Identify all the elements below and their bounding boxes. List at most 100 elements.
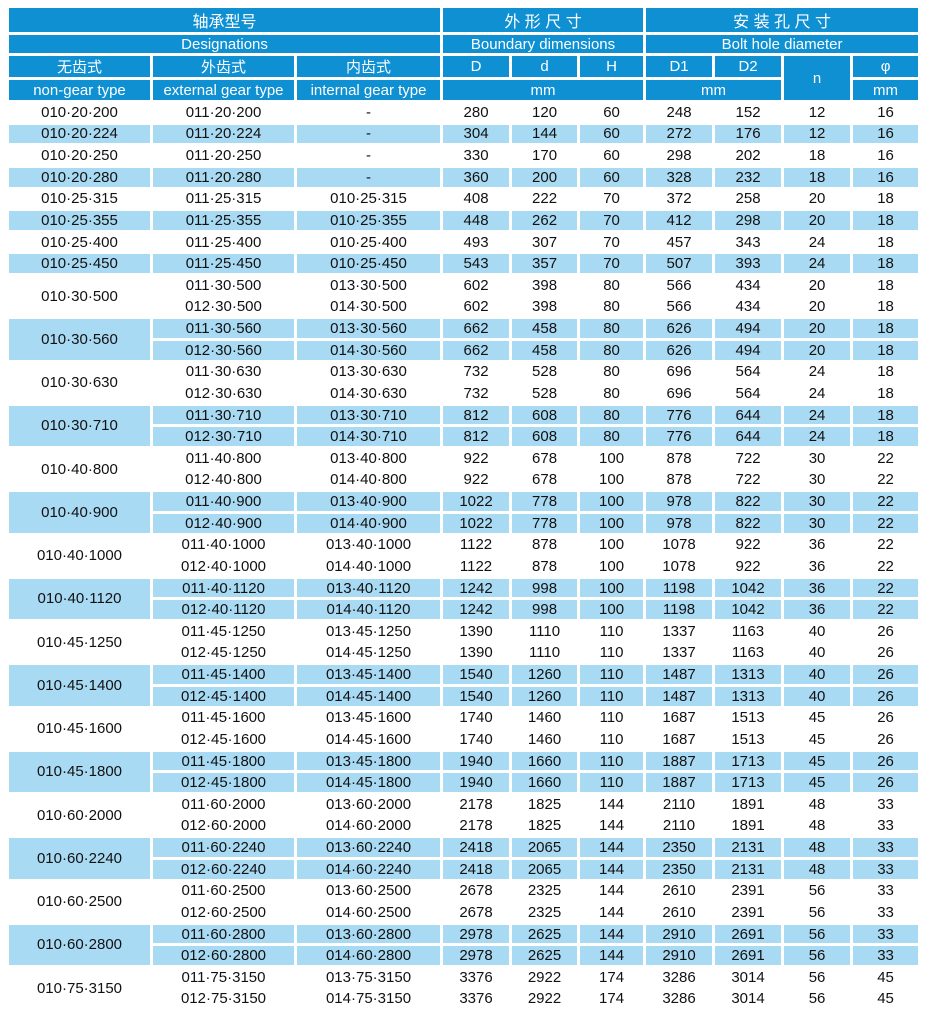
cell-H: 80 bbox=[580, 427, 647, 449]
cell-phi: 18 bbox=[853, 254, 922, 276]
cell-H: 100 bbox=[580, 513, 647, 536]
table-row: 010·60·2500 011·60·2500 013·60·2500 2678 232… bbox=[9, 881, 922, 925]
cell-D: 1122 bbox=[443, 557, 513, 579]
cell-external-gear-type: 011·40·900 bbox=[153, 492, 297, 514]
table-row: 012·60·2800 014·60·2800 2978 2625 144 2910 269… bbox=[9, 946, 922, 968]
cell-external-gear-type: 012·60·2800 bbox=[153, 946, 297, 968]
table-row: 010·25·450 011·25·450 010·25·450 543 357 70 50… bbox=[9, 254, 922, 276]
cell-external-gear-type: 011·40·1000 bbox=[153, 535, 297, 558]
cell-D2: 1313 bbox=[715, 686, 785, 709]
cell-internal-gear-type: 014·45·1800 bbox=[297, 773, 444, 795]
cell-phi: 26 bbox=[853, 773, 922, 795]
cell-n: 24 bbox=[784, 362, 854, 385]
cell-external-gear-type: 012·30·560 bbox=[153, 340, 297, 363]
cell-n: 36 bbox=[784, 600, 854, 622]
table-row: 010·40·1120 011·40·1120 013·40·1120 1242 998… bbox=[9, 578, 922, 622]
cell-external-gear-type: 012·45·1800 bbox=[153, 773, 297, 795]
cell-D2: 202 bbox=[715, 146, 785, 168]
cell-external-gear-type: 012·40·800 bbox=[153, 470, 297, 493]
cell-external-gear-type: 012·45·1600 bbox=[153, 730, 297, 752]
cell-internal-gear-type: 014·40·1000 bbox=[297, 557, 444, 579]
cell-D1: 2610 bbox=[646, 881, 716, 904]
table-row: 010·45·1800 011·45·1800 013·45·1800 1940 166… bbox=[9, 751, 922, 795]
cell-H: 60 bbox=[580, 103, 647, 125]
cell-D: 1740 bbox=[443, 708, 513, 731]
header-col-D1: D1 bbox=[646, 56, 716, 80]
cell-H: 174 bbox=[580, 968, 647, 990]
cell-d: 998 bbox=[512, 578, 581, 601]
cell-n: 24 bbox=[784, 254, 854, 276]
cell-D: 1540 bbox=[443, 686, 513, 709]
cell-non-gear-type: 010·25·400 bbox=[9, 232, 153, 255]
cell-d: 398 bbox=[512, 276, 581, 298]
cell-D: 1390 bbox=[443, 643, 513, 666]
cell-external-gear-type: 012·30·710 bbox=[153, 427, 297, 449]
table-row: 012·60·2000 014·60·2000 2178 1825 144 2110 189… bbox=[9, 816, 922, 839]
cell-internal-gear-type: - bbox=[297, 124, 444, 147]
cell-H: 144 bbox=[580, 903, 647, 925]
cell-D: 1022 bbox=[443, 513, 513, 536]
cell-D2: 1313 bbox=[715, 665, 785, 687]
header-designations-zh: 轴承型号 bbox=[9, 8, 444, 35]
cell-external-gear-type: 012·60·2000 bbox=[153, 816, 297, 839]
cell-D1: 457 bbox=[646, 232, 716, 255]
cell-D1: 2610 bbox=[646, 903, 716, 925]
cell-external-gear-type: 011·60·2000 bbox=[153, 795, 297, 817]
table-row: 012·45·1600 014·45·1600 1740 1460 110 1687 151… bbox=[9, 730, 922, 752]
cell-D: 1940 bbox=[443, 773, 513, 795]
cell-phi: 22 bbox=[853, 492, 922, 514]
cell-phi: 18 bbox=[853, 319, 922, 341]
cell-phi: 26 bbox=[853, 686, 922, 709]
cell-n: 24 bbox=[784, 232, 854, 255]
cell-D1: 626 bbox=[646, 340, 716, 363]
table-row: 010·20·280 011·20·280-360 200 60 328 232 18 16 bbox=[9, 167, 922, 190]
cell-H: 110 bbox=[580, 751, 647, 774]
cell-external-gear-type: 011·30·710 bbox=[153, 405, 297, 428]
cell-external-gear-type: 012·40·1120 bbox=[153, 600, 297, 622]
cell-D2: 3014 bbox=[715, 968, 785, 990]
table-row: 010·30·710 011·30·710 013·30·710 812 608 80 77… bbox=[9, 405, 922, 449]
cell-D: 662 bbox=[443, 340, 513, 363]
header-designations-en: Designations bbox=[9, 35, 444, 56]
cell-H: 80 bbox=[580, 405, 647, 428]
cell-external-gear-type: 011·20·200 bbox=[153, 103, 297, 125]
cell-D2: 564 bbox=[715, 384, 785, 406]
cell-H: 70 bbox=[580, 211, 647, 233]
cell-internal-gear-type: 014·40·900 bbox=[297, 513, 444, 536]
cell-d: 144 bbox=[512, 124, 581, 147]
table-row: 010·30·630 011·30·630 013·30·630 732 528 80 69… bbox=[9, 362, 922, 406]
header-bolt-hole-en: Bolt hole diameter bbox=[646, 35, 922, 56]
cell-non-gear-type: 010·25·315 bbox=[9, 189, 153, 212]
cell-H: 110 bbox=[580, 643, 647, 666]
cell-internal-gear-type: 013·30·560 bbox=[297, 319, 444, 341]
table-row: 012·45·1400 014·45·1400 1540 1260 110 1487 131… bbox=[9, 686, 922, 709]
cell-D: 330 bbox=[443, 146, 513, 168]
cell-n: 18 bbox=[784, 146, 854, 168]
cell-D2: 922 bbox=[715, 557, 785, 579]
table-row: 012·45·1250 014·45·1250 1390 1110 110 1337 116… bbox=[9, 643, 922, 666]
cell-internal-gear-type: 013·40·1120 bbox=[297, 578, 444, 601]
cell-internal-gear-type: 013·40·1000 bbox=[297, 535, 444, 558]
cell-D: 812 bbox=[443, 427, 513, 449]
table-row: 012·40·800 014·40·800 922 678 100 878 722 30 22 bbox=[9, 470, 922, 493]
table-row: 012·45·1800 014·45·1800 1940 1660 110 1887 171… bbox=[9, 773, 922, 795]
cell-d: 608 bbox=[512, 427, 581, 449]
header-row-zh: 轴承型号 外 形 尺 寸 安 装 孔 尺 寸 bbox=[9, 8, 922, 35]
table-row: 012·40·1120 014·40·1120 1242 998 100 1198 1042… bbox=[9, 600, 922, 622]
cell-H: 100 bbox=[580, 535, 647, 558]
table-row: 010·40·800 011·40·800 013·40·800 922 678 100 8… bbox=[9, 449, 922, 493]
header-row-columns-en: non-gear type external gear type interna… bbox=[9, 80, 922, 103]
cell-internal-gear-type: 014·60·2800 bbox=[297, 946, 444, 968]
cell-D2: 564 bbox=[715, 362, 785, 385]
cell-n: 40 bbox=[784, 665, 854, 687]
cell-H: 60 bbox=[580, 167, 647, 190]
table-row: 010·40·900 011·40·900 013·40·900 1022 778 100… bbox=[9, 492, 922, 536]
cell-d: 2325 bbox=[512, 881, 581, 904]
cell-D: 1122 bbox=[443, 535, 513, 558]
cell-H: 174 bbox=[580, 989, 647, 1012]
cell-D1: 2350 bbox=[646, 838, 716, 860]
cell-internal-gear-type: 010·25·355 bbox=[297, 211, 444, 233]
cell-internal-gear-type: 014·30·560 bbox=[297, 340, 444, 363]
cell-phi: 33 bbox=[853, 838, 922, 860]
table-row: 012·60·2240 014·60·2240 2418 2065 144 2350 213… bbox=[9, 859, 922, 882]
